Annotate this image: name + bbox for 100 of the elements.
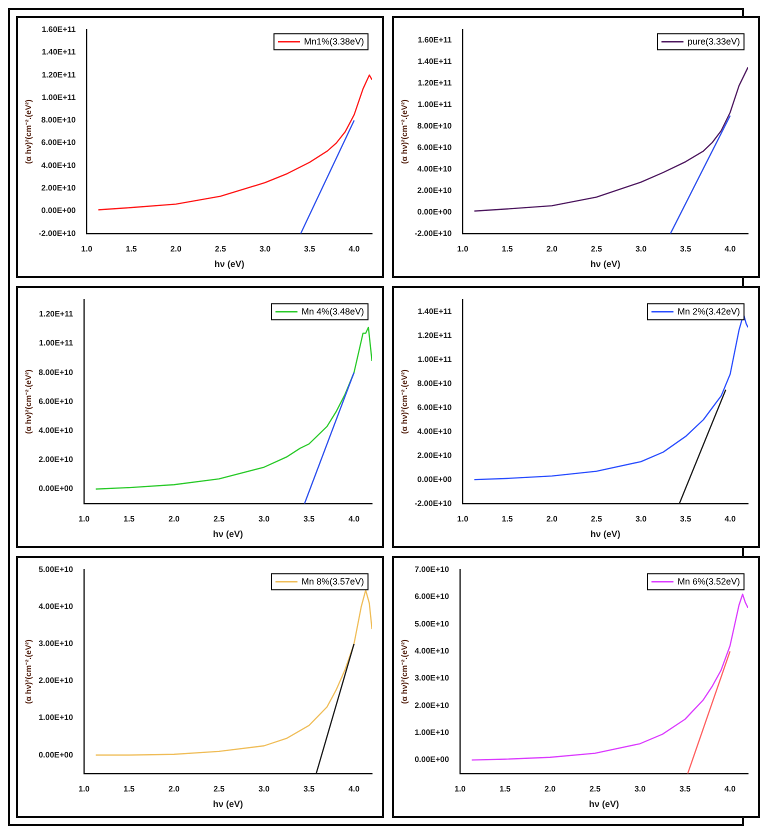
y-tick-label: 1.00E+11 bbox=[418, 354, 452, 364]
legend-label: Mn 4%(3.48eV) bbox=[301, 306, 364, 316]
y-tick-label: 1.20E+11 bbox=[39, 310, 74, 319]
x-tick-label: 2.0 bbox=[546, 514, 558, 524]
y-tick-label: 7.00E+10 bbox=[414, 565, 450, 574]
x-tick-label: 1.5 bbox=[500, 784, 512, 794]
y-axis-title: (α hν)²(cm⁻².(eV²) bbox=[400, 369, 410, 434]
x-tick-label: 2.0 bbox=[544, 784, 556, 794]
x-tick-label: 3.0 bbox=[634, 784, 646, 794]
y-axis-title: (α hν)²(cm⁻².(eV²) bbox=[24, 369, 34, 434]
y-tick-label: 3.00E+10 bbox=[414, 674, 450, 683]
y-tick-label: 0.00E+00 bbox=[38, 750, 74, 760]
y-tick-label: 1.20E+11 bbox=[42, 70, 76, 80]
y-tick-label: 1.40E+11 bbox=[418, 57, 452, 66]
x-tick-label: 2.5 bbox=[213, 784, 226, 794]
y-tick-label: 3.00E+10 bbox=[38, 639, 74, 648]
y-tick-label: 4.00E+10 bbox=[414, 646, 450, 656]
y-tick-label: 1.00E+11 bbox=[42, 92, 76, 102]
x-tick-label: 1.0 bbox=[78, 514, 90, 524]
y-axis-title: (α hν)²(cm⁻².(eV²) bbox=[400, 99, 410, 164]
legend-label: Mn 2%(3.42eV) bbox=[677, 306, 740, 316]
y-tick-label: 5.00E+10 bbox=[38, 565, 74, 574]
y-tick-label: 5.00E+10 bbox=[414, 619, 450, 628]
y-tick-label: 1.40E+11 bbox=[42, 48, 76, 57]
y-tick-label: 2.00E+10 bbox=[417, 186, 452, 195]
y-tick-label: -2.00E+10 bbox=[38, 228, 76, 238]
x-tick-label: 4.0 bbox=[348, 514, 360, 524]
x-axis-title: hν (eV) bbox=[590, 529, 620, 540]
x-tick-label: 3.0 bbox=[258, 784, 270, 794]
y-tick-label: 0.00E+00 bbox=[417, 474, 452, 484]
y-tick-label: 1.20E+11 bbox=[418, 330, 452, 340]
x-tick-label: 2.0 bbox=[170, 244, 182, 254]
y-tick-label: 6.00E+10 bbox=[38, 396, 74, 406]
legend-label: Mn 6%(3.52eV) bbox=[677, 576, 740, 586]
y-tick-label: 1.20E+11 bbox=[418, 78, 452, 88]
x-tick-label: 1.5 bbox=[126, 244, 138, 254]
y-axis-title: (α hν)²(cm⁻².(eV²) bbox=[400, 639, 410, 704]
x-tick-label: 3.5 bbox=[679, 784, 692, 794]
y-tick-label: 1.00E+10 bbox=[414, 728, 450, 738]
legend-label: Mn 8%(3.57eV) bbox=[301, 576, 364, 586]
y-tick-label: 8.00E+10 bbox=[38, 368, 74, 377]
x-tick-label: 2.0 bbox=[168, 514, 180, 524]
x-axis-title: hν (eV) bbox=[214, 259, 244, 270]
y-tick-label: 2.00E+10 bbox=[38, 676, 74, 686]
x-tick-label: 4.0 bbox=[724, 244, 736, 254]
y-tick-label: 2.00E+10 bbox=[414, 700, 450, 710]
x-tick-label: 4.0 bbox=[724, 514, 736, 524]
y-tick-label: 1.00E+11 bbox=[418, 100, 452, 110]
x-axis-title: hν (eV) bbox=[589, 799, 620, 810]
x-tick-label: 3.0 bbox=[635, 514, 648, 524]
x-tick-label: 2.5 bbox=[590, 244, 603, 254]
y-tick-label: 2.00E+10 bbox=[417, 450, 452, 460]
y-tick-label: 4.00E+10 bbox=[417, 164, 452, 174]
y-tick-label: 6.00E+10 bbox=[417, 402, 452, 412]
x-tick-label: 3.5 bbox=[303, 514, 316, 524]
y-tick-label: 4.00E+10 bbox=[41, 160, 76, 170]
x-axis-title: hν (eV) bbox=[213, 529, 244, 540]
x-tick-label: 3.5 bbox=[680, 514, 692, 524]
legend-label: Mn1%(3.38eV) bbox=[304, 36, 364, 46]
y-tick-label: 4.00E+10 bbox=[417, 426, 452, 436]
x-tick-label: 3.5 bbox=[303, 784, 316, 794]
y-tick-label: 8.00E+10 bbox=[41, 116, 76, 125]
x-tick-label: 3.5 bbox=[680, 244, 692, 254]
x-tick-label: 3.5 bbox=[304, 244, 316, 254]
x-tick-label: 3.0 bbox=[635, 244, 648, 254]
x-axis-title: hν (eV) bbox=[213, 799, 244, 810]
x-tick-label: 1.5 bbox=[124, 784, 136, 794]
y-tick-label: 6.00E+10 bbox=[414, 592, 450, 602]
x-tick-label: 2.5 bbox=[213, 514, 226, 524]
x-tick-label: 4.0 bbox=[348, 244, 360, 254]
x-tick-label: 1.5 bbox=[124, 514, 136, 524]
y-tick-label: -2.00E+10 bbox=[414, 228, 452, 238]
y-tick-label: 6.00E+10 bbox=[417, 142, 452, 152]
y-tick-label: 1.60E+11 bbox=[42, 25, 76, 34]
y-tick-label: 2.00E+10 bbox=[38, 455, 74, 464]
x-tick-label: 1.0 bbox=[454, 784, 466, 794]
x-axis-title: hν (eV) bbox=[590, 259, 620, 270]
x-tick-label: 1.0 bbox=[457, 244, 469, 254]
x-tick-label: 2.5 bbox=[589, 784, 602, 794]
x-tick-label: 2.5 bbox=[590, 514, 603, 524]
x-tick-label: 1.0 bbox=[78, 784, 90, 794]
x-tick-label: 1.5 bbox=[502, 244, 514, 254]
y-tick-label: 4.00E+10 bbox=[38, 602, 74, 612]
legend-label: pure(3.33eV) bbox=[687, 36, 740, 46]
y-tick-label: 6.00E+10 bbox=[41, 138, 76, 148]
x-tick-label: 4.0 bbox=[724, 784, 736, 794]
y-tick-label: 0.00E+00 bbox=[417, 207, 452, 216]
y-tick-label: -2.00E+10 bbox=[414, 498, 452, 508]
y-axis-title: (α hν)²(cm⁻².(eV²) bbox=[24, 639, 34, 704]
x-tick-label: 3.0 bbox=[259, 244, 272, 254]
x-tick-label: 1.0 bbox=[457, 514, 469, 524]
x-tick-label: 2.0 bbox=[546, 244, 558, 254]
x-tick-label: 1.5 bbox=[502, 514, 514, 524]
x-tick-label: 3.0 bbox=[258, 514, 270, 524]
y-tick-label: 1.40E+11 bbox=[418, 306, 452, 316]
y-tick-label: 0.00E+00 bbox=[414, 755, 450, 764]
x-tick-label: 1.0 bbox=[81, 244, 93, 254]
y-tick-label: 0.00E+00 bbox=[41, 206, 76, 216]
x-tick-label: 2.5 bbox=[214, 244, 227, 254]
y-tick-label: 0.00E+00 bbox=[38, 484, 74, 494]
